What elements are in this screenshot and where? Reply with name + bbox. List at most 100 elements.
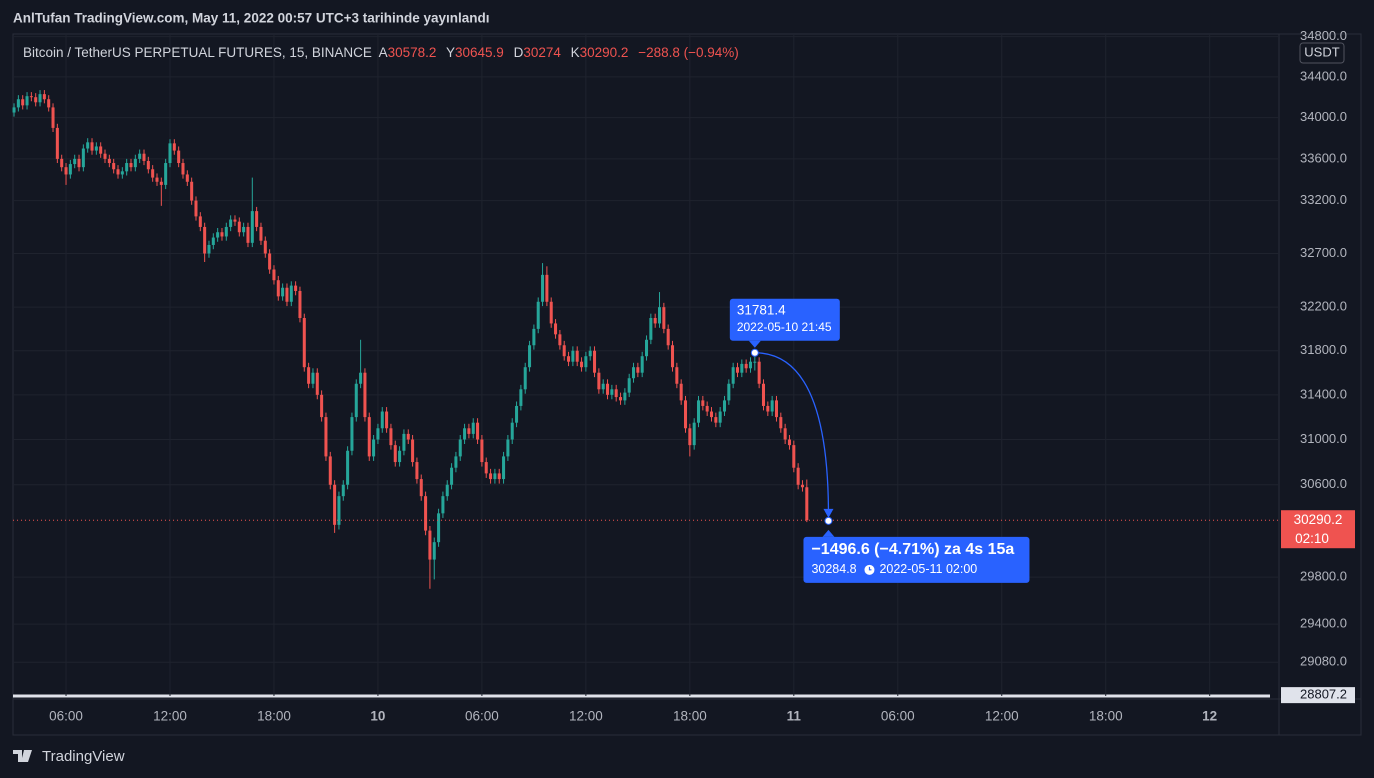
candle-body [761, 383, 766, 406]
candle-body [593, 350, 597, 373]
candle-body [796, 467, 800, 485]
candle-body [86, 142, 90, 149]
candle-body [471, 422, 475, 434]
candle-body [194, 200, 198, 217]
candle-body [276, 280, 280, 297]
candle-body [541, 274, 545, 302]
candle-body [463, 428, 467, 440]
candle-body [398, 450, 402, 463]
candle-body [718, 411, 722, 423]
candle-body [107, 158, 111, 164]
candle-body [47, 99, 51, 108]
y-tick-label: 33600.0 [1300, 150, 1347, 165]
candle-body [757, 361, 761, 384]
candle-body [645, 339, 649, 357]
candle-body [81, 148, 85, 168]
candle-body [722, 400, 727, 412]
candle-body [679, 383, 683, 401]
candle-body [523, 367, 527, 390]
y-tick-label: 32700.0 [1300, 245, 1347, 260]
candle-body [575, 350, 579, 362]
candle-body [489, 473, 493, 480]
currency-box [1299, 42, 1345, 64]
candle-body [657, 307, 662, 324]
candle-body [250, 211, 254, 243]
candle-body [709, 411, 714, 418]
candle-body [450, 467, 454, 485]
candle-body [458, 439, 462, 457]
candle-body [307, 367, 311, 384]
y-tick-label: 33200.0 [1300, 192, 1347, 207]
candle-body [584, 356, 588, 368]
candle-body [502, 456, 506, 480]
candle-body [328, 456, 332, 485]
candle-body [792, 445, 796, 468]
x-tick-label: 06:00 [465, 709, 499, 724]
candle-body [155, 177, 159, 182]
candle-body [34, 97, 38, 103]
candle-body [42, 94, 46, 100]
measure-arrow [754, 352, 830, 515]
candle-body [333, 484, 337, 525]
candle-body [545, 274, 549, 302]
tooltip-pointer [748, 340, 761, 348]
candle-body [94, 146, 98, 151]
y-tick-label: 29400.0 [1300, 616, 1347, 631]
candle-body [289, 285, 293, 302]
candle-body [606, 383, 610, 395]
candle-body [103, 153, 107, 159]
clock-hands [868, 566, 872, 571]
brand-logo: TradingView [13, 748, 125, 765]
candle-body [571, 350, 575, 362]
candle-body [610, 389, 614, 395]
x-tick-label: 11 [787, 709, 802, 724]
candle-body [441, 496, 445, 514]
ohlc-value: 30578.2 [387, 45, 437, 60]
candle-body [25, 96, 29, 106]
candle-body [337, 496, 341, 525]
candle-body [536, 301, 540, 329]
last-price: 30290.2 [1294, 512, 1343, 527]
candle-body [224, 226, 228, 237]
candle-body [185, 174, 189, 182]
y-tick-label: 34800.0 [1300, 28, 1347, 43]
candle-body [233, 219, 237, 222]
candle-body [320, 394, 324, 418]
candle-body [614, 389, 618, 398]
candle-body [367, 417, 371, 457]
candle-body [437, 513, 441, 543]
candle-body [263, 240, 267, 254]
y-tick-label: 31800.0 [1300, 342, 1347, 357]
ohlc-value: 30290.2 [579, 45, 629, 60]
candle-body [532, 328, 536, 346]
candle-body [774, 400, 778, 418]
candle-body [350, 417, 354, 451]
candle-body [588, 350, 592, 357]
end-price: 30284.8 [811, 562, 856, 576]
candle-body [666, 328, 670, 346]
candle-body [242, 226, 246, 233]
candle-body [670, 345, 675, 368]
candle-body [21, 99, 25, 106]
candle-body [133, 158, 137, 168]
grid [13, 35, 1279, 696]
candle-body [60, 158, 64, 168]
candle-body [181, 163, 185, 175]
y-tick-label: 34000.0 [1300, 109, 1347, 124]
candle-body [116, 169, 120, 175]
candle-body [675, 367, 679, 384]
candle-body [294, 285, 298, 291]
candle-body [372, 439, 376, 457]
candle-body [731, 367, 735, 384]
candle-body [346, 450, 350, 485]
candle-body [692, 422, 696, 446]
candle-body [623, 392, 627, 401]
candle-body [220, 232, 224, 237]
candle-body [688, 428, 692, 446]
candle-body [55, 127, 59, 159]
candle-body [727, 383, 731, 401]
candle-body [354, 383, 358, 418]
candle-body [385, 411, 389, 429]
